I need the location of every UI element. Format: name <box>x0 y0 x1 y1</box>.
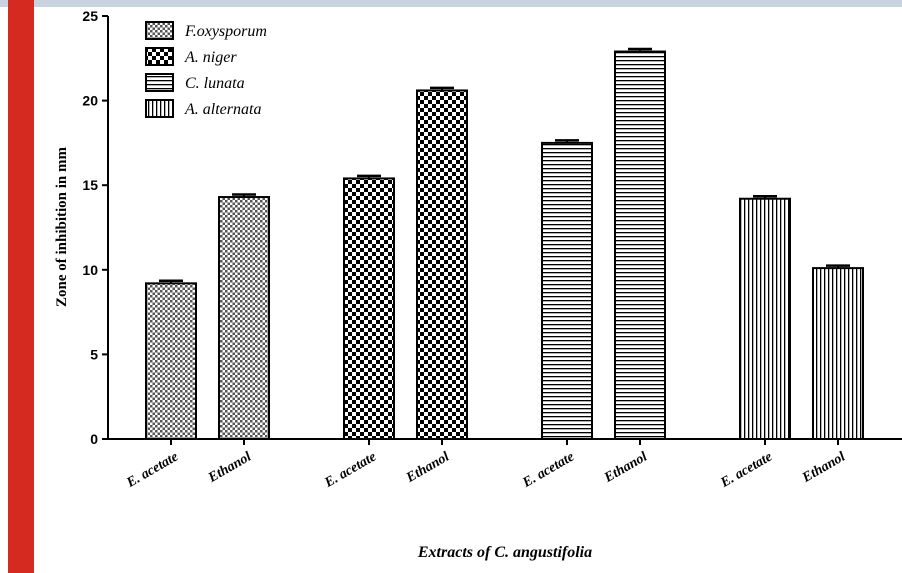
legend-label: A. alternata <box>184 101 261 118</box>
top-border-strip <box>0 0 902 7</box>
bar-a-alternata-e-acetate <box>739 197 791 440</box>
y-tick-label: 20 <box>82 93 98 109</box>
bar-a-niger-ethanol <box>416 89 468 440</box>
x-tick-label: E. acetate <box>717 449 775 491</box>
bar-a-alternata-ethanol <box>812 267 864 440</box>
red-side-bar <box>8 0 34 573</box>
y-tick-label: 5 <box>90 346 98 362</box>
bar-c-lunata-ethanol <box>614 50 666 440</box>
legend-swatch <box>145 21 174 40</box>
x-tick-label: Ethanol <box>799 449 848 486</box>
y-tick-label: 10 <box>82 262 98 278</box>
y-tick-label: 15 <box>82 177 98 193</box>
bars <box>145 47 864 440</box>
legend-label: C. lunata <box>185 75 245 92</box>
x-tick-label: E. acetate <box>123 449 181 491</box>
x-tick-label: Ethanol <box>403 449 452 486</box>
legend-label: A. niger <box>184 49 237 66</box>
y-tick-label: 25 <box>82 8 98 24</box>
x-tick-label: E. acetate <box>321 449 379 491</box>
x-axis-title: Extracts of C. angustifolia <box>417 544 592 561</box>
x-ticks: E. acetate Ethanol E. acetate Ethanol E. ace… <box>123 439 848 491</box>
legend: F.oxysporum A. niger C. lunata A. alternata <box>145 21 267 118</box>
legend-swatch <box>145 47 174 66</box>
y-ticks: 0 5 10 15 20 25 <box>82 8 108 447</box>
legend-label: F.oxysporum <box>184 23 267 40</box>
y-axis-title: Zone of inhibition in mm <box>54 146 70 307</box>
x-tick-label: Ethanol <box>601 449 650 486</box>
x-tick-label: E. acetate <box>519 449 577 491</box>
legend-swatch <box>145 99 174 118</box>
bar-a-niger-e-acetate <box>343 177 395 440</box>
bar-f-oxysporum-e-acetate <box>145 282 197 440</box>
x-tick-label: Ethanol <box>205 449 254 486</box>
y-tick-label: 0 <box>90 431 98 447</box>
bar-c-lunata-e-acetate <box>541 141 593 440</box>
legend-swatch <box>145 73 174 92</box>
bar-f-oxysporum-ethanol <box>218 196 270 440</box>
